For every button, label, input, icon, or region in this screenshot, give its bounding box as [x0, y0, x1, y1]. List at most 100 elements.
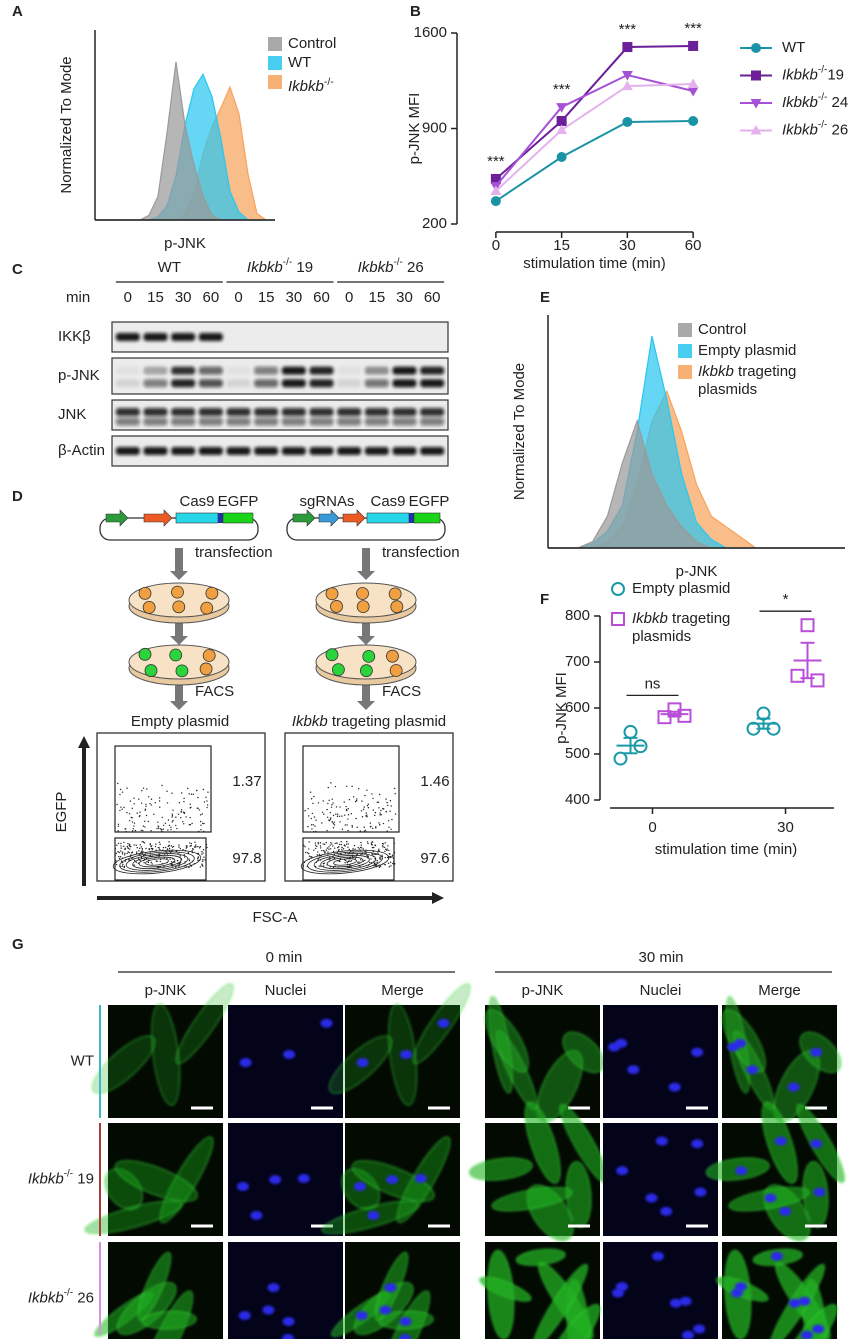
legend-label-box: Ikbkb trageting plasmids	[632, 610, 730, 645]
cell	[169, 648, 183, 662]
legend-label-box: Ikbkb trageting plasmids	[698, 363, 796, 398]
event	[125, 830, 127, 833]
event	[200, 814, 202, 816]
blot-band	[198, 379, 223, 388]
event	[117, 823, 120, 825]
event	[153, 813, 155, 815]
event	[140, 857, 143, 859]
event	[176, 827, 178, 830]
event	[199, 820, 202, 823]
event	[139, 844, 142, 846]
event	[131, 821, 134, 823]
blot-band	[281, 447, 306, 455]
event	[133, 822, 136, 824]
event	[308, 841, 310, 843]
text-part: 26	[827, 121, 848, 138]
construct-label: Cas9	[370, 493, 405, 510]
event	[379, 865, 382, 867]
event	[135, 851, 138, 853]
event	[360, 841, 362, 844]
micrograph-content	[321, 1136, 451, 1235]
process-arrow	[357, 682, 375, 710]
event	[333, 857, 336, 859]
event	[322, 800, 324, 802]
event	[190, 793, 193, 795]
blot-band	[198, 333, 223, 341]
event	[387, 804, 389, 807]
plasmid-element	[175, 512, 219, 524]
event	[385, 798, 387, 800]
legend-marker	[751, 70, 761, 81]
event	[144, 820, 146, 823]
micrograph-content	[238, 1283, 295, 1339]
event	[386, 830, 388, 832]
event	[370, 843, 373, 846]
event	[334, 842, 336, 845]
event	[381, 854, 383, 856]
nucleus	[616, 1166, 629, 1176]
event	[145, 814, 148, 817]
event	[202, 865, 204, 867]
micrograph-content	[328, 983, 471, 1106]
x-axis-label: p-JNK	[164, 235, 206, 252]
event	[123, 865, 126, 868]
time-label: 30	[285, 289, 302, 306]
panel-label: F	[540, 591, 549, 608]
text-part: Ikbkb	[782, 94, 818, 111]
legend-swatch	[678, 323, 692, 337]
event	[364, 859, 366, 862]
data-point	[613, 751, 628, 766]
event	[124, 828, 126, 830]
nucleus	[655, 1136, 668, 1146]
blot-band	[198, 366, 223, 375]
data-point	[790, 668, 805, 683]
cell	[205, 586, 219, 600]
blot-band	[115, 417, 140, 426]
cell	[330, 600, 343, 613]
event	[189, 816, 191, 819]
event	[151, 863, 153, 865]
event	[367, 842, 369, 845]
plasmid-element	[222, 512, 254, 524]
cell	[356, 587, 369, 600]
event	[317, 802, 320, 804]
series-line	[495, 119, 694, 202]
data-point	[621, 80, 633, 91]
blot-band	[392, 366, 417, 375]
event	[338, 815, 341, 817]
event	[384, 856, 386, 859]
event	[121, 851, 124, 854]
event	[378, 866, 381, 868]
event	[371, 853, 374, 855]
event	[322, 843, 324, 845]
legend-swatch	[268, 75, 282, 89]
legend-marker	[751, 43, 761, 53]
event	[329, 848, 332, 850]
blot-band	[143, 417, 168, 426]
event	[168, 841, 170, 843]
event	[332, 827, 335, 829]
nucleus	[353, 1181, 366, 1191]
cell	[138, 586, 152, 600]
legend-swatch	[678, 365, 692, 379]
event	[360, 844, 363, 846]
event	[333, 824, 336, 826]
event	[378, 822, 380, 824]
blot-band	[198, 447, 223, 455]
contour	[333, 858, 357, 866]
group-label: Ikbkb-/- 26	[358, 257, 424, 276]
event	[366, 789, 368, 791]
event	[168, 824, 171, 827]
event	[357, 846, 359, 849]
micrograph-content	[239, 1018, 333, 1068]
event	[315, 819, 317, 821]
event	[180, 816, 182, 819]
event	[204, 859, 206, 861]
gate	[302, 837, 395, 881]
event	[308, 855, 311, 857]
event	[326, 808, 328, 811]
event	[128, 848, 131, 850]
event	[312, 824, 315, 826]
event	[359, 846, 362, 849]
